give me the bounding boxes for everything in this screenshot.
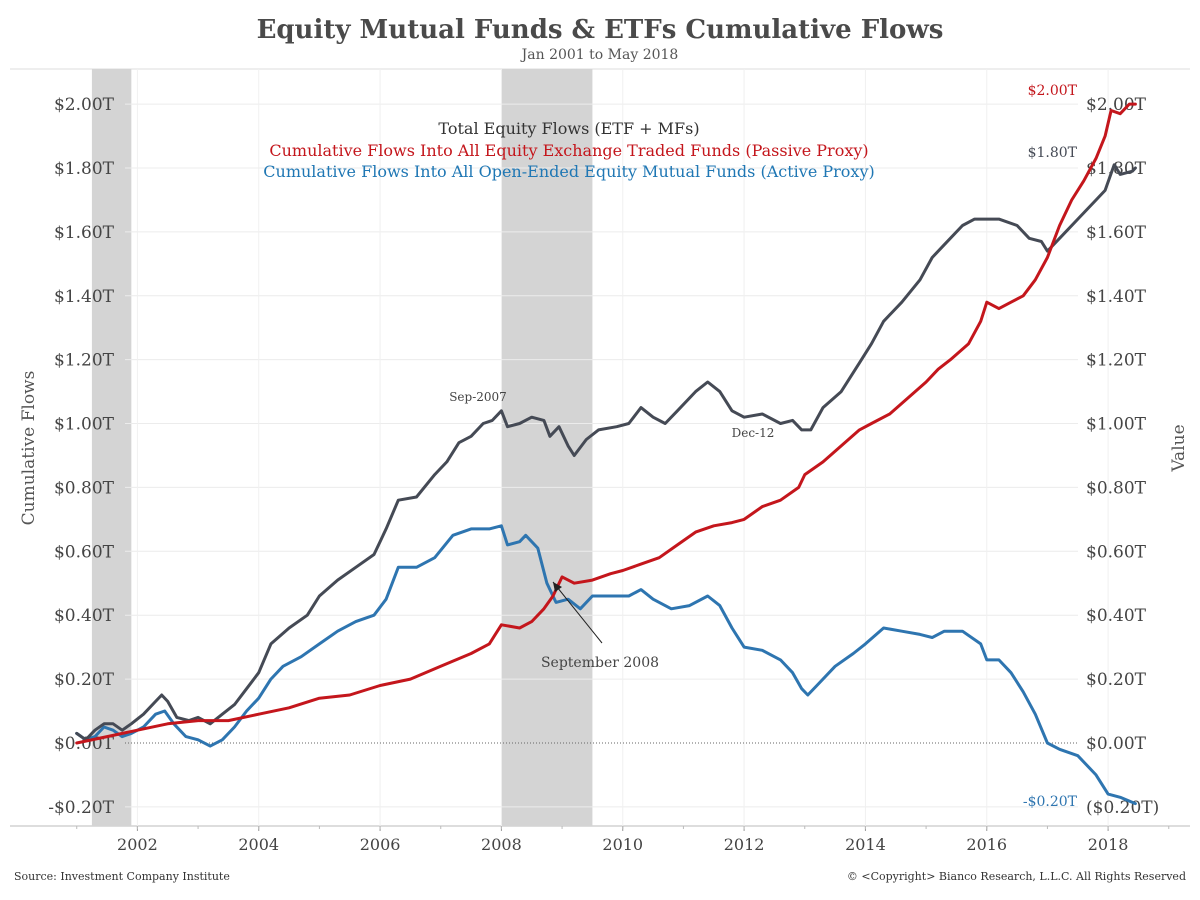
y-tick-label-left: $0.20T bbox=[54, 670, 115, 690]
y-tick-label-right: $0.00T bbox=[1086, 734, 1147, 754]
end-label-etf: $2.00T bbox=[1028, 83, 1078, 99]
y-tick-label-left: $0.80T bbox=[54, 478, 115, 498]
y-axis-right-ticks: $2.00T$1.80T$1.60T$1.40T$1.20T$1.00T$0.8… bbox=[1086, 95, 1159, 818]
annotation-sep-2007: Sep-2007 bbox=[449, 390, 507, 404]
annotation-september-2008: September 2008 bbox=[541, 655, 659, 671]
series-line-total bbox=[75, 163, 1137, 742]
y-tick-label-right: $1.20T bbox=[1086, 351, 1147, 371]
x-tick-label: 2018 bbox=[1088, 835, 1129, 854]
y-axis-title-right: Value bbox=[1169, 424, 1189, 472]
y-tick-label-left: $1.40T bbox=[54, 287, 115, 307]
x-tick-label: 2010 bbox=[602, 835, 643, 854]
chart-title: Equity Mutual Funds & ETFs Cumulative Fl… bbox=[257, 15, 944, 45]
y-tick-label-left: $2.00T bbox=[54, 95, 115, 115]
x-tick-label: 2004 bbox=[238, 835, 279, 854]
x-tick-label: 2012 bbox=[724, 835, 765, 854]
y-tick-label-left: $1.00T bbox=[54, 415, 115, 435]
end-label-mutual-funds: -$0.20T bbox=[1023, 794, 1078, 810]
y-tick-label-right: $0.60T bbox=[1086, 542, 1147, 562]
x-axis-ticks: 2002 2004 2006 2008 2010 2012 2014 2016 2018 bbox=[76, 826, 1170, 854]
recession-band-0 bbox=[91, 69, 132, 826]
copyright-note: © <Copyright> Bianco Research, L.L.C. Al… bbox=[847, 870, 1186, 883]
y-tick-label-left: $1.20T bbox=[54, 351, 115, 371]
y-axis-left-ticks: $2.00T $1.80T $1.60T $1.40T $1.20T $1.00T $0.8… bbox=[48, 95, 114, 818]
recession-band-1 bbox=[501, 69, 593, 826]
x-tick-label: 2008 bbox=[481, 835, 522, 854]
y-tick-label-right: $1.00T bbox=[1086, 415, 1147, 435]
y-tick-label-right: $0.40T bbox=[1086, 606, 1147, 626]
y-tick-label-right: $0.20T bbox=[1086, 670, 1147, 690]
y-tick-label-left: $0.40T bbox=[54, 606, 115, 626]
legend-mutual-funds: Cumulative Flows Into All Open-Ended Equ… bbox=[263, 162, 874, 181]
x-tick-label: 2016 bbox=[966, 835, 1007, 854]
gridlines bbox=[125, 69, 1109, 826]
end-label-total: $1.80T bbox=[1028, 145, 1078, 161]
series-line-mutual-funds bbox=[75, 524, 1137, 806]
y-tick-label-right: ($0.20T) bbox=[1086, 798, 1159, 818]
recession-bands bbox=[91, 69, 593, 826]
x-tick-label: 2006 bbox=[360, 835, 401, 854]
x-tick-label: 2002 bbox=[117, 835, 158, 854]
y-tick-label-right: $1.60T bbox=[1086, 223, 1147, 243]
y-tick-label-left: -$0.20T bbox=[48, 798, 114, 818]
legend-etf: Cumulative Flows Into All Equity Exchang… bbox=[269, 141, 868, 160]
y-tick-label-right: $1.40T bbox=[1086, 287, 1147, 307]
y-tick-label-left: $0.60T bbox=[54, 542, 115, 562]
series-lines bbox=[75, 102, 1137, 806]
y-tick-label-left: $1.80T bbox=[54, 159, 115, 179]
y-tick-label-right: $0.80T bbox=[1086, 478, 1147, 498]
y-axis-title-left: Cumulative Flows bbox=[19, 371, 39, 526]
x-tick-label: 2014 bbox=[845, 835, 886, 854]
legend: Total Equity Flows (ETF + MFs) Cumulativ… bbox=[263, 119, 874, 181]
y-tick-label-left: $1.60T bbox=[54, 223, 115, 243]
legend-total: Total Equity Flows (ETF + MFs) bbox=[438, 119, 699, 138]
source-note: Source: Investment Company Institute bbox=[14, 870, 230, 883]
chart-subtitle: Jan 2001 to May 2018 bbox=[520, 47, 679, 63]
annotation-arrow-head bbox=[553, 582, 562, 592]
annotation-dec-12: Dec-12 bbox=[732, 426, 775, 440]
y-tick-label-right: $2.00T bbox=[1086, 95, 1147, 115]
series-line-etf bbox=[75, 102, 1137, 745]
annotation-arrow-line bbox=[552, 581, 603, 644]
